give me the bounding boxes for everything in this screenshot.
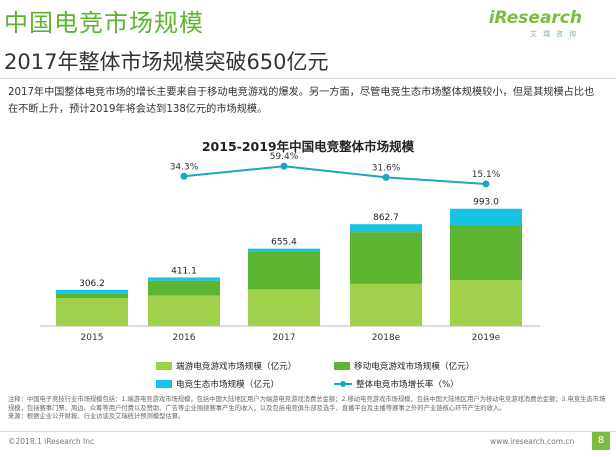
page-subtitle: 2017年整体市场规模突破650亿元 — [4, 50, 329, 74]
legend-label-mobile: 移动电竞游戏市场规模（亿元） — [354, 362, 475, 372]
x-tick-label-2018e: 2018e — [372, 333, 401, 343]
legend-swatch-pc — [156, 362, 172, 370]
total-label-2017: 655.4 — [271, 238, 297, 248]
notes-line-2: 来源：根据企业公开财报、行业访谈及艾瑞统计预测模型估算。 — [8, 413, 185, 421]
bar-pc-2017 — [248, 289, 320, 326]
x-tick-label-2015: 2015 — [81, 333, 104, 343]
bar-pc-2019e — [450, 280, 522, 326]
chart-title: 2015-2019年中国电竞整体市场规模 — [201, 139, 415, 154]
x-tick-label-2017: 2017 — [273, 333, 296, 343]
total-label-2019e: 993.0 — [473, 198, 499, 208]
legend-item-pc: 端游电竞游戏市场规模（亿元） — [156, 360, 296, 372]
footer-website: www.iresearch.com.cn — [490, 437, 575, 446]
bar-eco-2018e — [350, 224, 422, 233]
x-tick-label-2016: 2016 — [173, 333, 196, 343]
bar-pc-2018e — [350, 283, 422, 326]
bar-eco-2015 — [56, 289, 128, 294]
total-label-2016: 411.1 — [171, 266, 197, 276]
growth-point-2019e — [482, 180, 490, 188]
legend-label-pc: 端游电竞游戏市场规模（亿元） — [176, 362, 297, 372]
legend-item-growth: 整体电竞市场增长率（%） — [334, 378, 459, 390]
chart-notes: 注释：中国电子竞技行业市场规模包括：1.端游电竞游戏市场规模，包括中国大陆地区用… — [8, 396, 606, 422]
notes-line-1: 注释：中国电子竞技行业市场规模包括：1.端游电竞游戏市场规模，包括中国大陆地区用… — [8, 396, 606, 412]
legend-swatch-eco — [156, 380, 172, 388]
bar-mobile-2019e — [450, 225, 522, 281]
header-divider — [0, 78, 616, 79]
intro-paragraph: 2017年中国整体电竞市场的增长主要来自于移动电竞游戏的爆发。另一方面，尽管电竞… — [8, 87, 595, 115]
bar-mobile-2016 — [148, 280, 220, 296]
footer-copyright: ©2018.1 iResearch Inc — [8, 437, 95, 446]
growth-label-2018e: 31.6% — [372, 163, 401, 173]
bar-eco-2016 — [148, 277, 220, 281]
growth-label-2019e: 15.1% — [472, 170, 501, 180]
page-title: 中国电竞市场规模 — [4, 9, 204, 37]
bar-eco-2017 — [248, 248, 320, 252]
legend-swatch-mobile — [334, 362, 350, 370]
growth-label-2016: 34.3% — [170, 162, 199, 172]
legend-swatch-growth — [334, 380, 352, 388]
page-number: 8 — [592, 432, 610, 450]
growth-point-2018e — [382, 173, 390, 181]
bar-pc-2016 — [148, 295, 220, 326]
logo-wordmark: iResearch — [488, 8, 582, 28]
legend-item-mobile: 移动电竞游戏市场规模（亿元） — [334, 360, 474, 372]
growth-rate-line — [183, 165, 487, 185]
bar-mobile-2015 — [56, 293, 128, 299]
legend-label-eco: 电竞生态市场规模（亿元） — [176, 380, 280, 390]
market-size-chart: 306.2 2015 411.1 2016 655.4 2017 862.7 2018e 993… — [40, 152, 540, 343]
x-tick-label-2019e: 2019e — [472, 333, 501, 343]
bar-mobile-2017 — [248, 251, 320, 290]
legend-item-eco: 电竞生态市场规模（亿元） — [156, 378, 279, 390]
bar-pc-2015 — [56, 298, 128, 326]
growth-point-2017 — [280, 162, 288, 170]
total-label-2018e: 862.7 — [373, 213, 399, 223]
bar-eco-2019e — [450, 208, 522, 226]
total-label-2015: 306.2 — [79, 279, 105, 289]
growth-label-2017: 59.4% — [270, 152, 299, 162]
chart-legend: 端游电竞游戏市场规模（亿元） 移动电竞游戏市场规模（亿元） 电竞生态市场规模（亿… — [156, 360, 536, 394]
footer-bar — [0, 431, 616, 457]
logo-subtitle: 艾瑞咨询 — [530, 30, 582, 38]
iresearch-logo: iResearch 艾瑞咨询 — [489, 8, 582, 39]
growth-point-2016 — [180, 172, 188, 180]
bar-mobile-2018e — [350, 232, 422, 284]
legend-label-growth: 整体电竞市场增长率（%） — [356, 380, 459, 390]
